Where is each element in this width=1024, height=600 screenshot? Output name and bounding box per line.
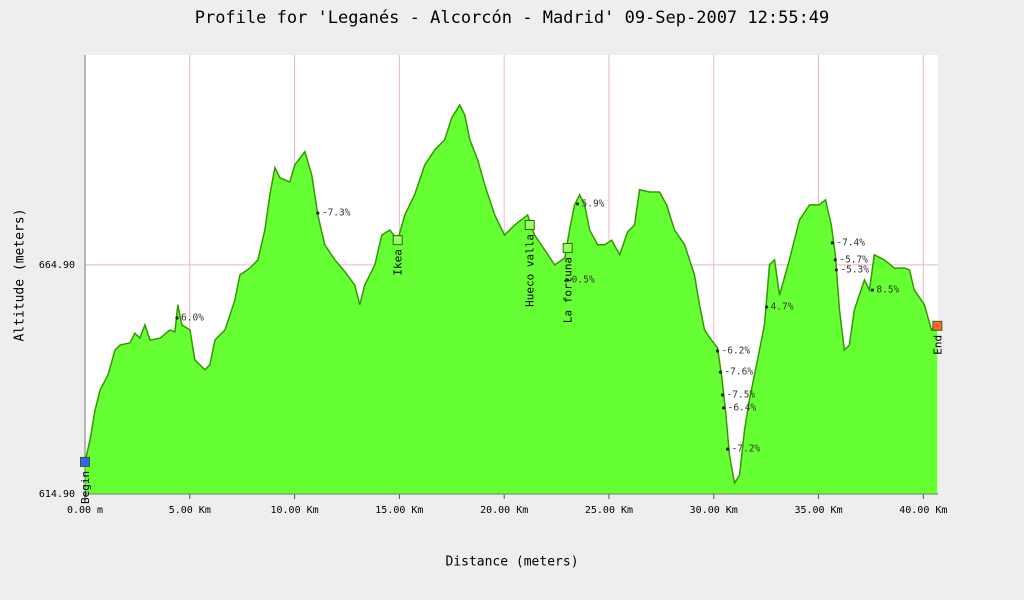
slope-dot (718, 370, 723, 374)
waypoint-marker (80, 456, 90, 467)
x-tick-label: 15.00 Km (375, 505, 423, 516)
x-tick-label: 20.00 Km (480, 505, 528, 516)
waypoint-marker (524, 220, 535, 231)
waypoint-label: End (931, 335, 944, 355)
x-tick-label: 35.00 Km (794, 505, 842, 516)
x-tick-label: 5.00 Km (169, 505, 211, 516)
x-tick-label: 0.00 m (67, 505, 103, 516)
slope-label: 0.5% (572, 274, 595, 285)
waypoint-marker (562, 242, 573, 253)
x-tick-label: 10.00 Km (270, 505, 318, 516)
slope-label: -7.4% (836, 237, 865, 248)
slope-dot (725, 447, 730, 451)
slope-label: -5.3% (840, 264, 869, 275)
slope-label: -7.3% (322, 208, 351, 219)
waypoint-marker (932, 320, 943, 331)
slope-dot (175, 316, 179, 320)
slope-dot (764, 305, 769, 309)
x-tick-label: 30.00 Km (690, 505, 738, 516)
slope-label: -6.4% (728, 402, 757, 413)
y-tick-label: 614.90 (39, 489, 75, 500)
slope-label: -6.2% (722, 346, 751, 357)
slope-label: 6.0% (181, 313, 204, 324)
waypoint-label: Begin (79, 471, 92, 504)
x-tick-label: 40.00 Km (899, 505, 947, 516)
y-tick-label: 664.90 (39, 260, 75, 271)
slope-label: 8.5% (876, 285, 899, 296)
slope-dot (316, 211, 320, 215)
y-axis-label: Altitude (meters) (13, 208, 28, 341)
chart-title: Profile for 'Leganés - Alcorcón - Madrid… (195, 8, 830, 28)
slope-dot (833, 258, 837, 262)
slope-dot (870, 288, 875, 292)
slope-dot (575, 202, 580, 206)
slope-label: -7.2% (732, 444, 761, 455)
slope-label: -7.5% (727, 390, 756, 401)
slope-label: -7.6% (724, 367, 753, 378)
waypoint-marker (392, 235, 403, 246)
slope-dot (721, 406, 726, 410)
slope-dot (720, 393, 725, 397)
slope-dot (715, 349, 720, 353)
slope-label: 5.9% (582, 198, 605, 209)
x-tick-label: 25.00 Km (585, 505, 633, 516)
line (84, 103, 938, 486)
slope-label: 4.7% (771, 302, 794, 313)
waypoint-label: La fortuna (562, 257, 575, 323)
slope-dot (830, 241, 834, 245)
slope-dot (566, 278, 570, 282)
x-axis-label: Distance (meters) (445, 555, 578, 570)
slope-label: -5.7% (839, 254, 868, 265)
waypoint-label: Ikea (392, 249, 405, 276)
slope-dot (834, 268, 838, 272)
area (85, 104, 938, 494)
waypoint-label: Hueco valla (524, 234, 537, 307)
